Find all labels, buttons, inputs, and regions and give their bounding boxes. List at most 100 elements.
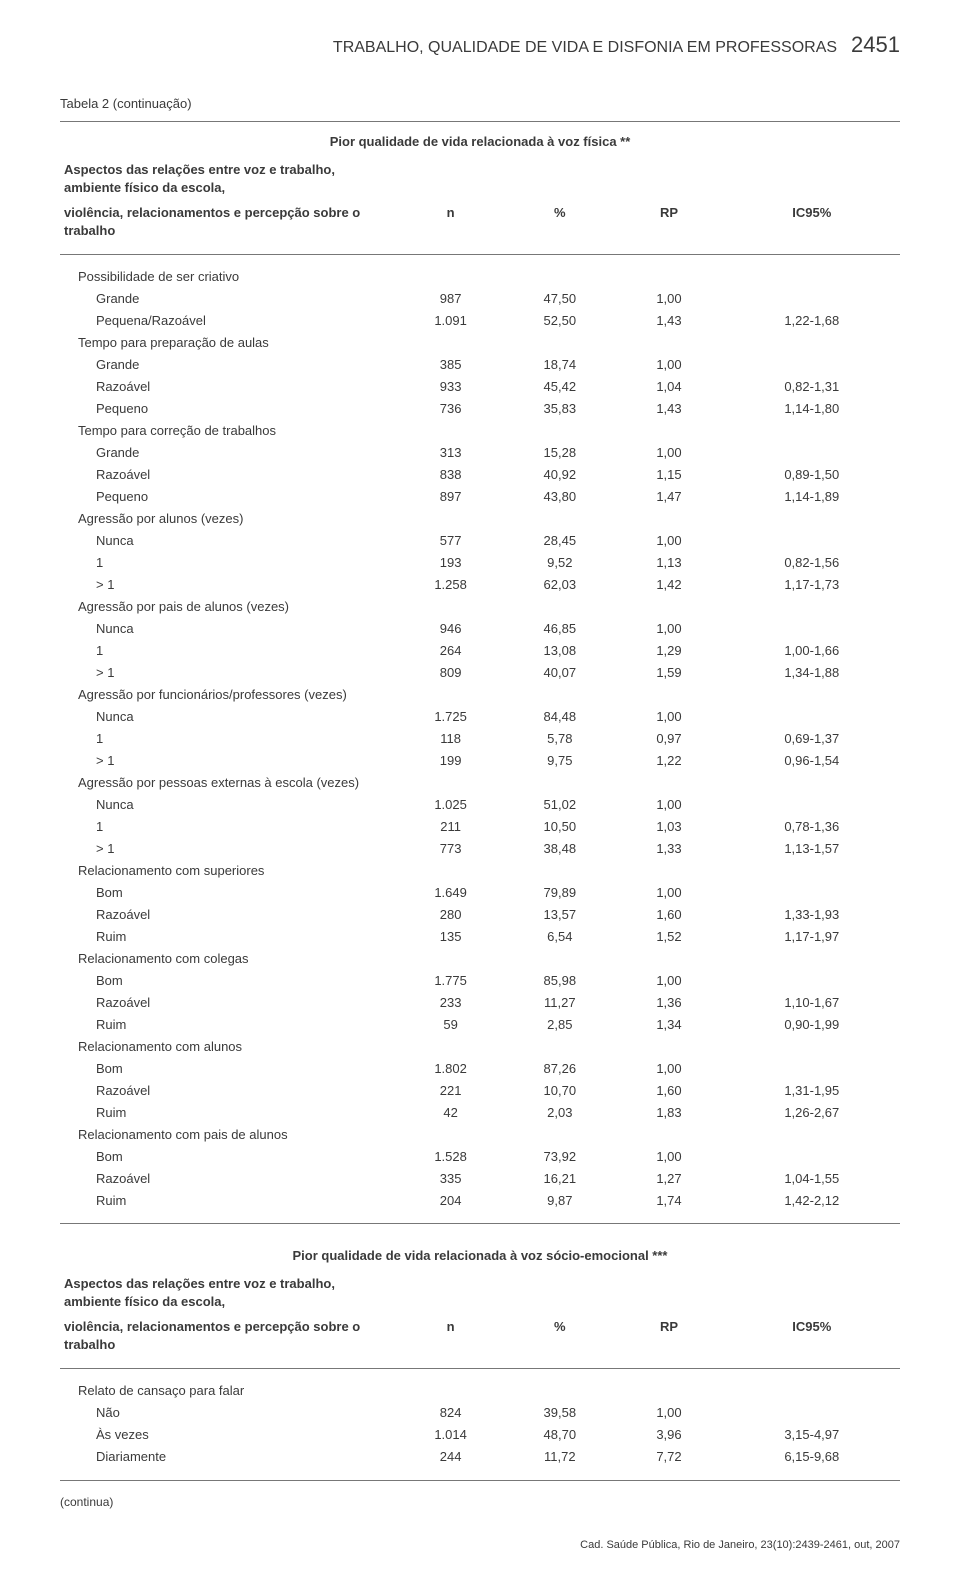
col-pct-header: % — [505, 1315, 614, 1358]
cell-n: 193 — [396, 551, 505, 573]
row-label: Ruim — [60, 1101, 396, 1123]
cell-n: 824 — [396, 1402, 505, 1424]
cell-ic — [724, 705, 900, 727]
cell-rp: 1,74 — [614, 1189, 723, 1211]
row-label: Ruim — [60, 925, 396, 947]
cell-rp: 0,97 — [614, 727, 723, 749]
row-label: Nunca — [60, 617, 396, 639]
section2-table: Relato de cansaço para falarNão82439,581… — [60, 1369, 900, 1468]
group-label: Agressão por funcionários/professores (v… — [60, 683, 396, 705]
table-row: Ruim422,031,831,26-2,67 — [60, 1101, 900, 1123]
cell-n: 1.091 — [396, 309, 505, 331]
cell-ic: 0,82-1,56 — [724, 551, 900, 573]
table-row: Nunca1.72584,481,00 — [60, 705, 900, 727]
table-row: Razoável93345,421,040,82-1,31 — [60, 375, 900, 397]
table-row: 121110,501,030,78-1,36 — [60, 815, 900, 837]
row-label: Grande — [60, 353, 396, 375]
cell-ic — [724, 1057, 900, 1079]
table-row: Pequeno73635,831,431,14-1,80 — [60, 397, 900, 419]
cell-n: 59 — [396, 1013, 505, 1035]
col-ic-header: IC95% — [724, 1315, 900, 1358]
cell-rp: 1,00 — [614, 617, 723, 639]
cell-ic: 1,17-1,97 — [724, 925, 900, 947]
col-ic-header: IC95% — [724, 200, 900, 243]
cell-pct: 13,08 — [505, 639, 614, 661]
cell-ic: 1,14-1,89 — [724, 485, 900, 507]
table-row: Ruim1356,541,521,17-1,97 — [60, 925, 900, 947]
cell-pct: 18,74 — [505, 353, 614, 375]
cell-pct: 11,72 — [505, 1446, 614, 1468]
cell-n: 385 — [396, 353, 505, 375]
cell-rp: 1,00 — [614, 441, 723, 463]
col-rp-header: RP — [614, 1315, 723, 1358]
section2-subhead-line2: violência, relacionamentos e percepção s… — [60, 1315, 396, 1358]
row-label: Razoável — [60, 903, 396, 925]
cell-ic: 0,89-1,50 — [724, 463, 900, 485]
group-label: Agressão por alunos (vezes) — [60, 507, 396, 529]
cell-ic: 1,10-1,67 — [724, 991, 900, 1013]
cell-pct: 2,03 — [505, 1101, 614, 1123]
group-label: Tempo para preparação de aulas — [60, 331, 396, 353]
table-row: > 180940,071,591,34-1,88 — [60, 661, 900, 683]
cell-ic: 1,04-1,55 — [724, 1167, 900, 1189]
cell-rp: 1,27 — [614, 1167, 723, 1189]
cell-rp: 1,03 — [614, 815, 723, 837]
cell-pct: 46,85 — [505, 617, 614, 639]
cell-ic: 1,31-1,95 — [724, 1079, 900, 1101]
row-label: Razoável — [60, 463, 396, 485]
cell-ic: 6,15-9,68 — [724, 1446, 900, 1468]
cell-n: 1.528 — [396, 1145, 505, 1167]
page-number: 2451 — [851, 32, 900, 58]
cell-pct: 10,70 — [505, 1079, 614, 1101]
cell-rp: 1,15 — [614, 463, 723, 485]
cell-ic: 1,42-2,12 — [724, 1189, 900, 1211]
cell-n: 335 — [396, 1167, 505, 1189]
cell-n: 946 — [396, 617, 505, 639]
cell-ic: 1,00-1,66 — [724, 639, 900, 661]
cell-ic — [724, 529, 900, 551]
bottom-rule — [60, 1480, 900, 1481]
row-label: Nunca — [60, 705, 396, 727]
table-row: Pequena/Razoável1.09152,501,431,22-1,68 — [60, 309, 900, 331]
row-label: Pequeno — [60, 485, 396, 507]
cell-n: 1.014 — [396, 1424, 505, 1446]
cell-rp: 1,33 — [614, 837, 723, 859]
table-row: Grande98747,501,00 — [60, 287, 900, 309]
row-label: 1 — [60, 639, 396, 661]
cell-rp: 1,36 — [614, 991, 723, 1013]
cell-pct: 16,21 — [505, 1167, 614, 1189]
cell-rp: 1,60 — [614, 903, 723, 925]
cell-ic — [724, 1145, 900, 1167]
cell-n: 42 — [396, 1101, 505, 1123]
group-label: Agressão por pais de alunos (vezes) — [60, 595, 396, 617]
table-row: Ruim2049,871,741,42-2,12 — [60, 1189, 900, 1211]
row-label: Nunca — [60, 793, 396, 815]
section1-header: Pior qualidade de vida relacionada à voz… — [60, 121, 900, 255]
cell-pct: 9,75 — [505, 749, 614, 771]
row-label: Ruim — [60, 1013, 396, 1035]
table-row: 11185,780,970,69-1,37 — [60, 727, 900, 749]
cell-pct: 15,28 — [505, 441, 614, 463]
cell-n: 1.258 — [396, 573, 505, 595]
row-label: Grande — [60, 441, 396, 463]
section1-subhead-line2: violência, relacionamentos e percepção s… — [60, 200, 396, 243]
table-row: Razoável83840,921,150,89-1,50 — [60, 463, 900, 485]
cell-n: 135 — [396, 925, 505, 947]
cell-ic — [724, 441, 900, 463]
continua-label: (continua) — [60, 1495, 900, 1509]
col-pct-header: % — [505, 200, 614, 243]
section1-header-row: Aspectos das relações entre voz e trabal… — [60, 157, 900, 244]
cell-n: 897 — [396, 485, 505, 507]
row-label: Diariamente — [60, 1446, 396, 1468]
cell-pct: 40,07 — [505, 661, 614, 683]
cell-ic: 0,96-1,54 — [724, 749, 900, 771]
cell-rp: 1,59 — [614, 661, 723, 683]
table-row: Nunca1.02551,021,00 — [60, 793, 900, 815]
cell-n: 736 — [396, 397, 505, 419]
cell-pct: 10,50 — [505, 815, 614, 837]
table-row: Diariamente24411,727,726,15-9,68 — [60, 1446, 900, 1468]
cell-rp: 1,42 — [614, 573, 723, 595]
cell-n: 199 — [396, 749, 505, 771]
cell-rp: 1,00 — [614, 969, 723, 991]
cell-ic: 1,17-1,73 — [724, 573, 900, 595]
